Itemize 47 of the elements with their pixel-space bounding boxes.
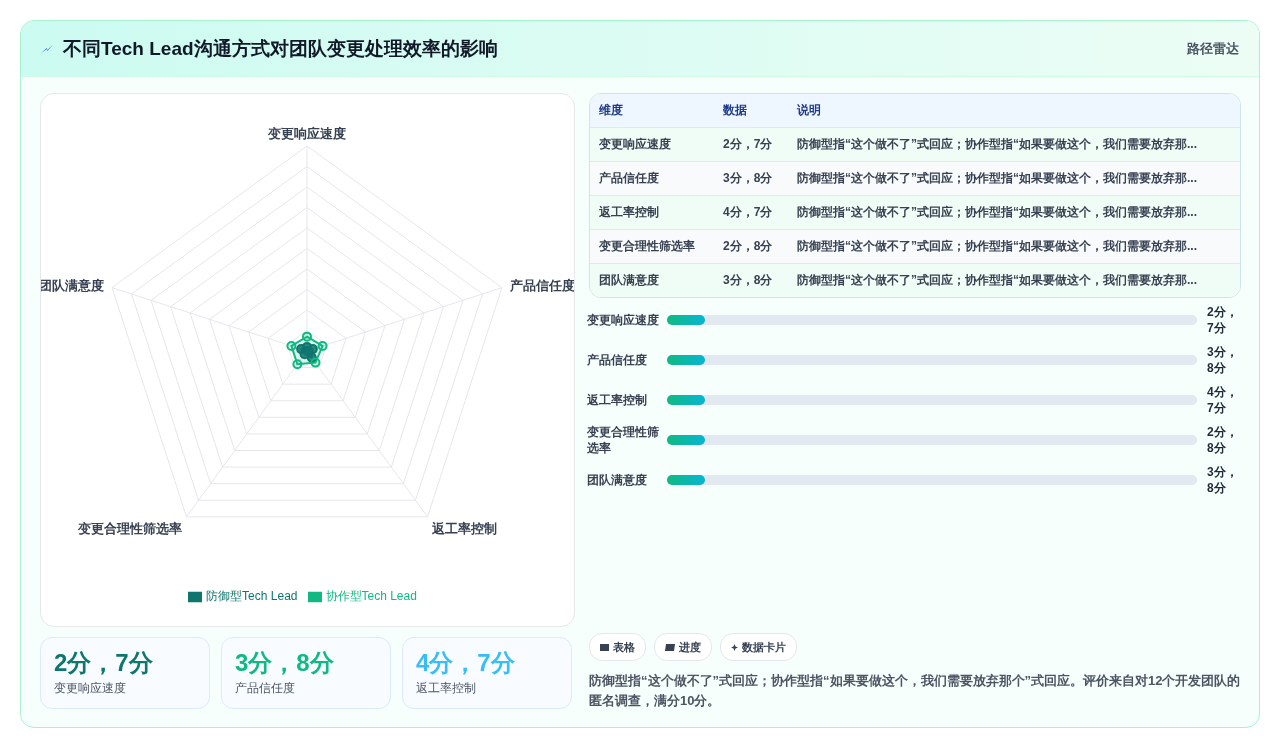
text: 2分，8分 (1207, 424, 1239, 456)
text: 产品信任度 (587, 352, 648, 368)
text: 3分，8分 (1207, 344, 1239, 376)
text: 进度 (679, 639, 701, 655)
text: 数据卡片 (742, 639, 786, 655)
text: 团队满意度 (587, 472, 648, 488)
text: 3分，8分 (723, 170, 774, 187)
spoke-label: 变更合理性筛选率 (76, 520, 182, 536)
text: 2分，7分 (1207, 304, 1239, 336)
text: 防御型指“这个做不了”式回应；协作型指“如果要做这个，我们需要放弃那... (797, 136, 1198, 153)
text: 变更响应速度 (54, 680, 127, 697)
text: 3分，8分 (723, 272, 774, 289)
text: 返工率控制 (416, 680, 477, 697)
text: 返工率控制 (598, 204, 660, 221)
text: 防御型指“这个做不了”式回应；协作型指“如果要做这个，我们需要放弃那... (797, 204, 1198, 221)
spoke-label: 团队满意度 (39, 277, 105, 293)
text: 变更响应速度 (598, 136, 672, 153)
text: 返工率控制 (587, 392, 648, 408)
text: 3分，8分 (1207, 464, 1239, 496)
spoke-label: 产品信任度 (508, 277, 575, 293)
text: 变更合理性筛选率 (587, 424, 660, 456)
spoke-label: 返工率控制 (431, 520, 498, 536)
text: 防御型指“这个做不了”式回应；协作型指“如果要做这个，我们需要放弃那... (797, 238, 1198, 255)
legend-label: 协作型Tech Lead (325, 589, 417, 603)
text: 4分，7分 (723, 204, 774, 221)
text: 团队满意度 (598, 272, 660, 289)
text: 产品信任度 (235, 680, 296, 697)
text: 路径雷达 (1187, 39, 1239, 58)
text: 4分，7分 (1207, 384, 1239, 416)
chart-title: 不同Tech Lead沟通方式对团队变更处理效率的影响 (63, 36, 498, 61)
text: 维度 (598, 102, 624, 119)
text: 2分，7分 (54, 648, 154, 678)
spoke-label: 变更响应速度 (267, 126, 346, 141)
text: 防御型指“这个做不了”式回应；协作型指“如果要做这个，我们需要放弃那... (797, 272, 1198, 289)
legend-label: 防御型Tech Lead (206, 589, 298, 603)
text: 2分，7分 (723, 136, 774, 153)
text: 4分，7分 (416, 648, 516, 678)
text: 数据 (723, 102, 748, 119)
text: 3分，8分 (235, 648, 335, 678)
text: 表格 (613, 639, 635, 655)
text: 变更响应速度 (587, 312, 660, 328)
text: 产品信任度 (598, 170, 660, 187)
text: 说明 (797, 102, 821, 119)
text: 防御型指“这个做不了”式回应；协作型指“如果要做这个，我们需要放弃那个”式回应。评价来自对12个开发团队的匿名调查，满分10分。 (589, 672, 1242, 710)
text: 2分，8分 (723, 238, 774, 255)
text: 防御型指“这个做不了”式回应；协作型指“如果要做这个，我们需要放弃那... (797, 170, 1198, 187)
text: 变更合理性筛选率 (598, 238, 696, 255)
